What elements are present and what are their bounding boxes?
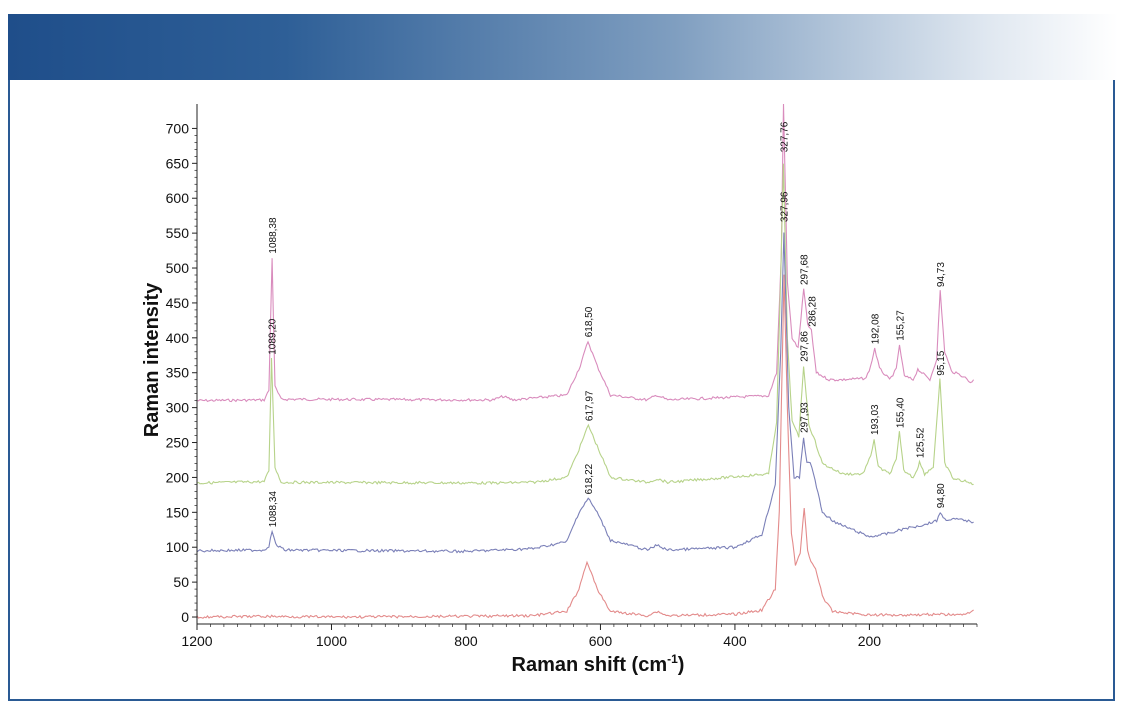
y-tick-label: 300 <box>166 400 190 416</box>
y-tick-label: 600 <box>166 190 190 206</box>
y-tick-label: 250 <box>166 435 190 451</box>
x-tick-label: 1200 <box>181 633 212 649</box>
spectrum-line-2 <box>197 163 974 486</box>
peak-label: 95,15 <box>936 350 947 375</box>
y-tick-label: 500 <box>166 260 190 276</box>
figure-frame <box>8 80 1115 701</box>
peak-label: 94,80 <box>936 483 947 508</box>
peak-label: 618,50 <box>584 306 595 337</box>
peak-label: 155,40 <box>895 397 906 428</box>
peak-label: 297,68 <box>800 254 811 285</box>
x-tick-label: 800 <box>454 633 478 649</box>
peak-label: 297,93 <box>800 402 811 433</box>
peak-label: 327,96 <box>779 191 790 222</box>
x-axis-title: Raman shift (cm-1) <box>512 652 685 676</box>
peak-label: 617,97 <box>584 390 595 421</box>
y-tick-label: 150 <box>166 504 190 520</box>
x-axis-title-superscript: -1 <box>667 652 678 666</box>
header-band <box>8 14 1118 80</box>
y-tick-label: 700 <box>166 120 190 136</box>
y-tick-label: 50 <box>173 574 189 590</box>
x-tick-label: 400 <box>723 633 747 649</box>
peak-label: 155,27 <box>896 310 907 341</box>
spectrum-line-3 <box>197 232 974 554</box>
y-tick-label: 200 <box>166 469 190 485</box>
x-tick-label: 1000 <box>316 633 347 649</box>
peak-label: 193,03 <box>870 404 881 435</box>
peak-label: 327,76 <box>780 121 791 152</box>
x-tick-label: 200 <box>858 633 882 649</box>
axes: 0 50 100 150 200 250 300 350 400 450 500 550 600 650 7… <box>166 104 978 649</box>
peak-label: 297,86 <box>800 331 811 362</box>
y-tick-label: 100 <box>166 539 190 555</box>
x-axis-title-main: Raman shift (cm <box>512 654 668 676</box>
peak-labels: 1088,38 1089,20 1088,34 618,50 617,97 618,22 3… <box>268 121 948 527</box>
peak-label: 125,52 <box>916 427 927 458</box>
plot-area <box>197 104 975 619</box>
y-tick-label: 550 <box>166 225 190 241</box>
y-tick-label: 0 <box>181 609 189 625</box>
y-tick-label: 650 <box>166 155 190 171</box>
y-tick-label: 450 <box>166 295 190 311</box>
peak-label: 618,22 <box>584 463 595 494</box>
spectrum-line-4 <box>197 274 974 619</box>
x-tick-label: 600 <box>589 633 613 649</box>
peak-label: 1088,34 <box>268 491 279 528</box>
y-tick-label: 400 <box>166 330 190 346</box>
y-tick-label: 350 <box>166 365 190 381</box>
peak-label: 1089,20 <box>268 318 279 355</box>
x-axis-title-close: ) <box>678 654 685 676</box>
y-axis-title: Raman intensity <box>141 282 163 437</box>
peak-label: 192,08 <box>871 313 882 344</box>
peak-label: 1088,38 <box>268 217 279 254</box>
peak-label: 286,28 <box>807 296 818 327</box>
peak-label: 94,73 <box>936 262 947 287</box>
spectrum-line-1 <box>197 104 975 403</box>
